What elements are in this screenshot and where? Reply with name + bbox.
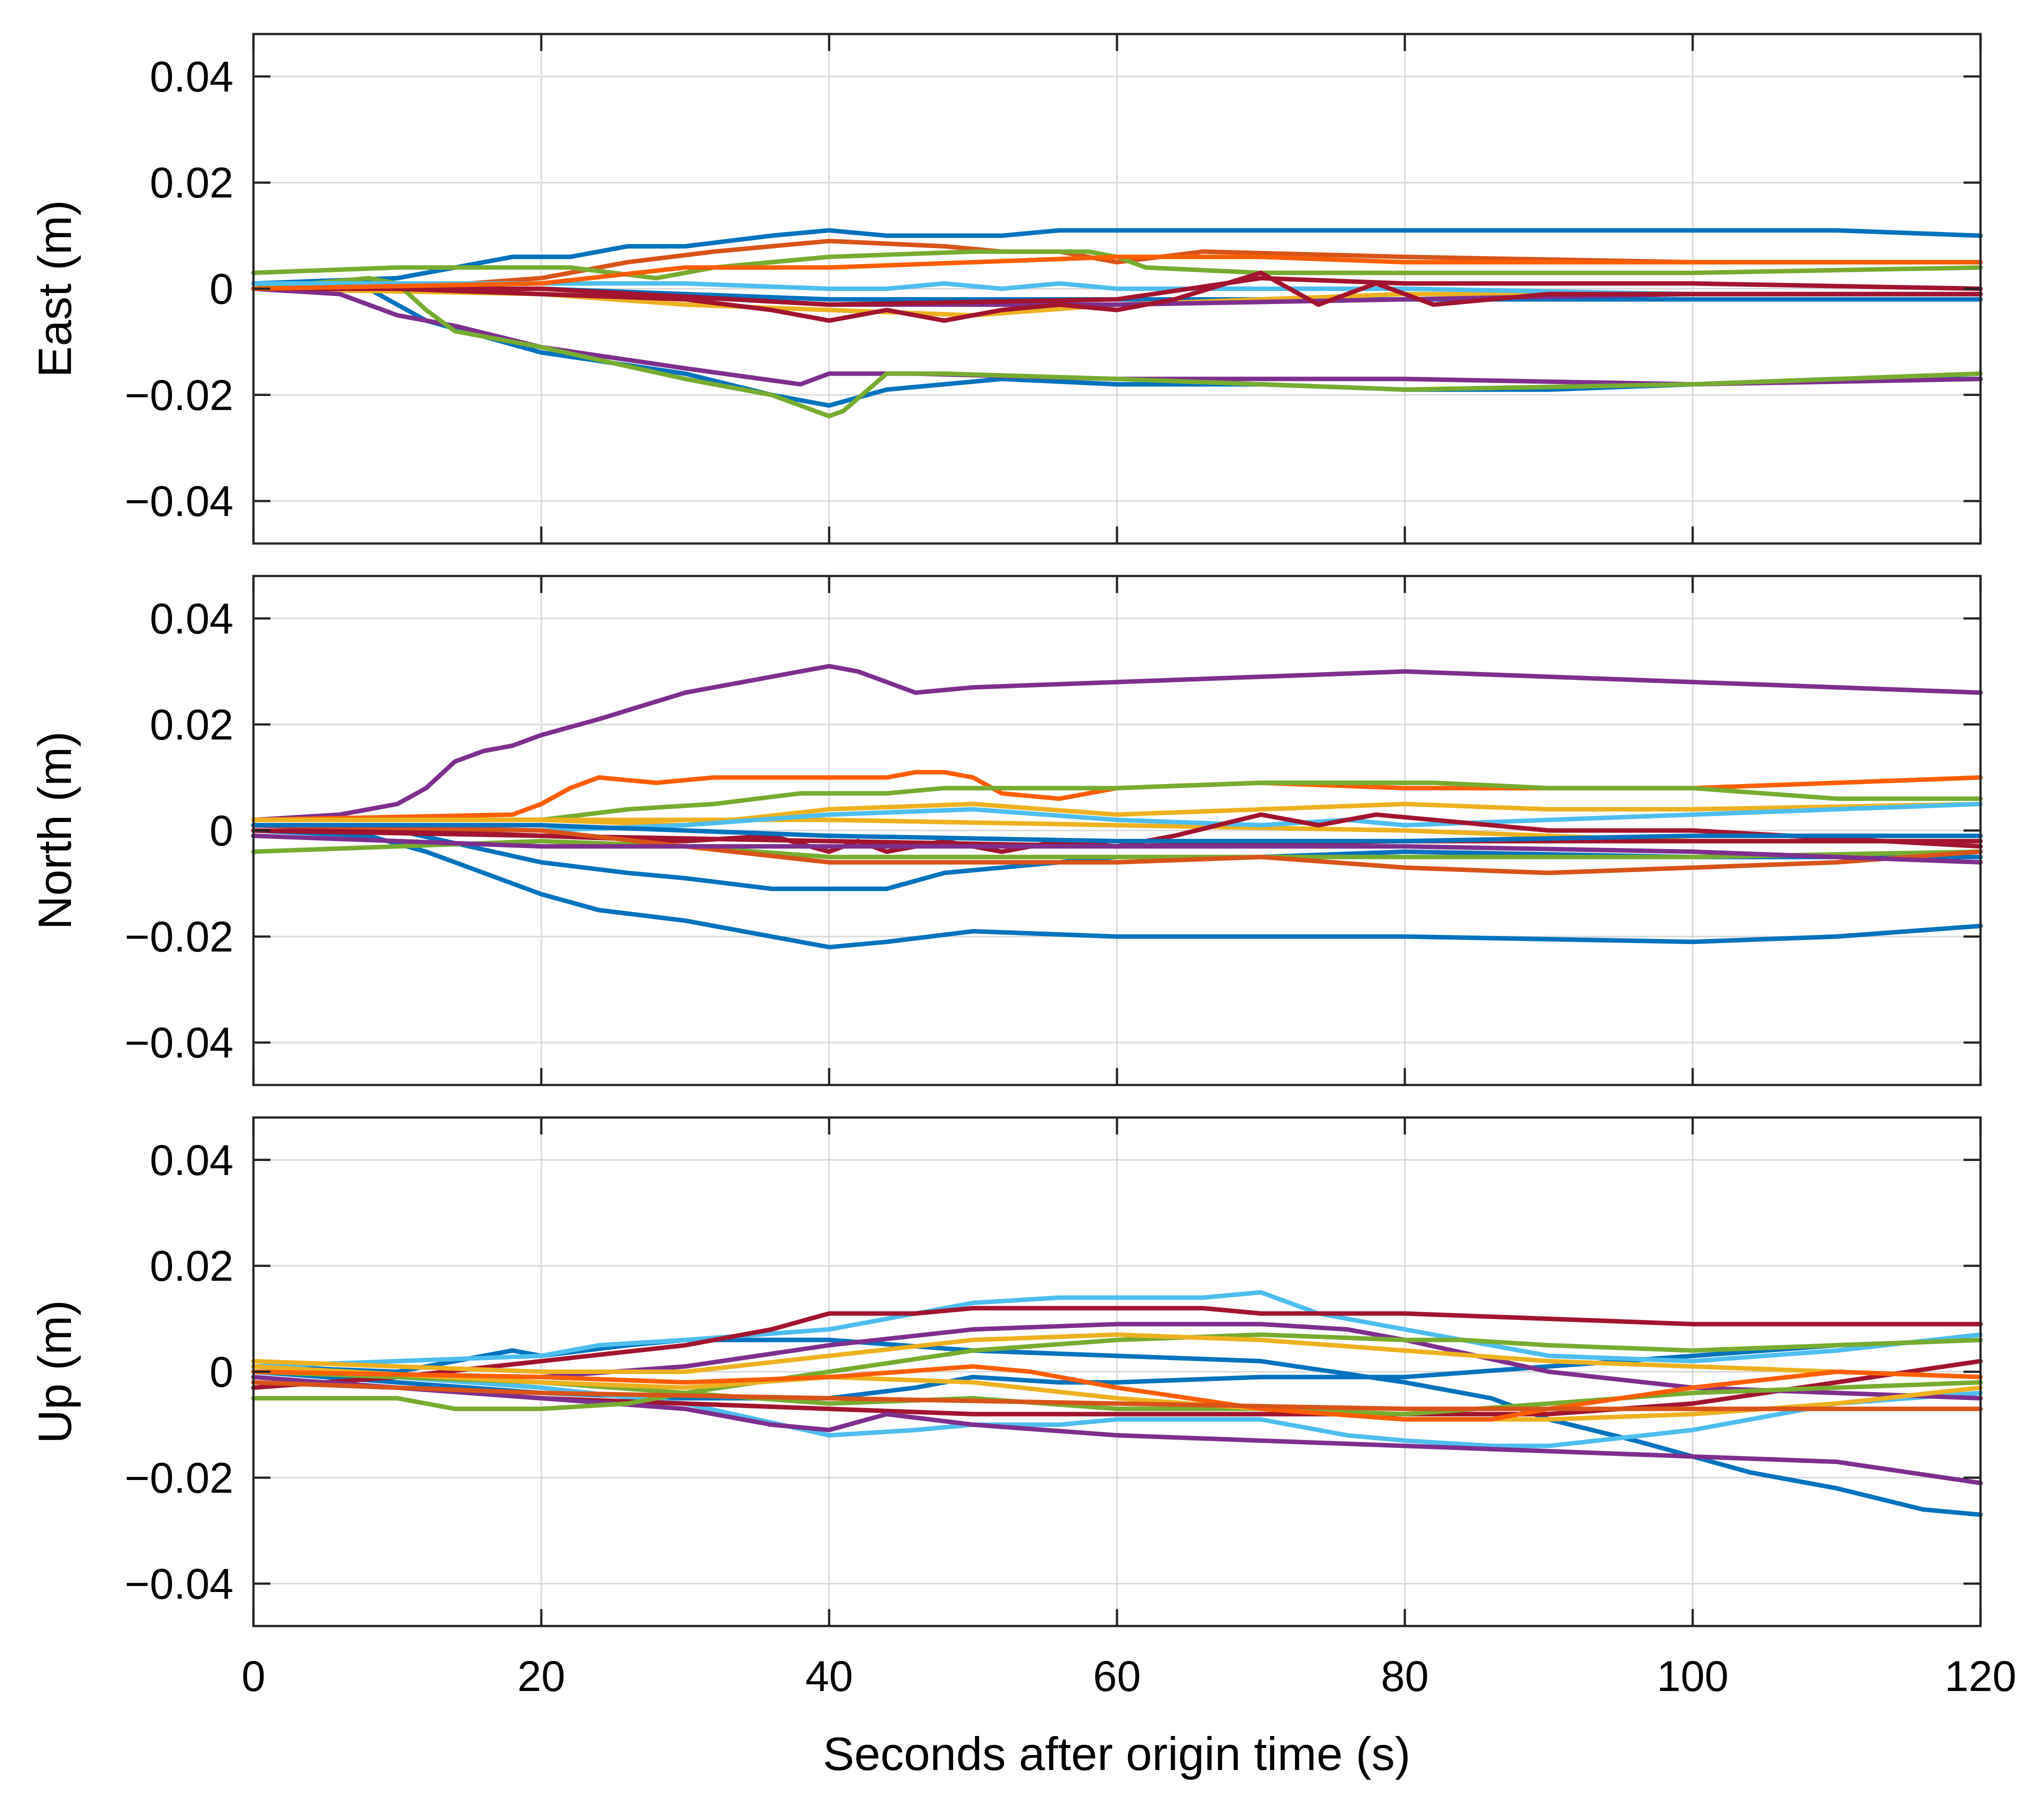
x-tick-label: 40 (805, 1652, 853, 1700)
panel-3: −0.04 −0.02 0 0.02 0.04 Up (m) 0 20 40 60 80 100 120 (28, 1116, 2017, 1700)
y-axis-label: East (m) (28, 200, 81, 378)
y-tick-label: −0.04 (124, 1019, 233, 1067)
x-axis-label: Seconds after origin time (s) (823, 1728, 1410, 1780)
series-line-1 (251, 228, 1983, 286)
panel-2: −0.04 −0.02 0 0.02 0.04 North (m) (28, 574, 1983, 1086)
y-axis-label: North (m) (28, 732, 81, 930)
series-line-10 (251, 281, 1983, 296)
series-line-13 (251, 834, 1983, 865)
x-tick-label: 120 (1945, 1652, 2017, 1700)
y-tick-label: 0 (209, 807, 233, 855)
series-line-11 (251, 270, 1983, 323)
y-tick-label: −0.02 (124, 1454, 233, 1502)
x-tick-label: 20 (517, 1652, 565, 1700)
series-line-7 (251, 802, 1983, 828)
y-tick-label: −0.02 (124, 372, 233, 420)
x-tick-label: 80 (1381, 1652, 1429, 1700)
y-tick-label: −0.02 (124, 913, 233, 961)
y-tick-label: 0.02 (150, 1242, 233, 1290)
series-line-11 (251, 1332, 1983, 1380)
series-line-12 (251, 822, 1983, 876)
y-tick-label: 0.04 (150, 595, 233, 643)
y-tick-label: 0.02 (150, 159, 233, 207)
series-line-12 (251, 276, 1983, 307)
y-tick-label: −0.04 (124, 1560, 233, 1608)
y-tick-label: 0.04 (150, 53, 233, 101)
series-line-5 (251, 1306, 1983, 1390)
series-line-9 (251, 276, 1983, 418)
panels: −0.04 −0.02 0 0.02 0.04 East (m) −0.04 −0.02 0 0.… (28, 32, 2017, 1700)
x-tick-label: 100 (1657, 1652, 1729, 1700)
series-line-7 (251, 1374, 1983, 1486)
y-tick-label: 0 (209, 1348, 233, 1396)
y-tick-label: 0.04 (150, 1136, 233, 1184)
series-line-14 (251, 1380, 1983, 1412)
series-line-14 (251, 822, 1983, 844)
series-line-5 (251, 780, 1983, 822)
y-tick-label: 0.02 (150, 701, 233, 749)
x-tick-label: 60 (1093, 1652, 1141, 1700)
y-tick-label: 0 (209, 266, 233, 314)
series-line-2 (251, 828, 1983, 950)
y-tick-label: −0.04 (124, 478, 233, 526)
x-tick-label: 0 (241, 1652, 265, 1700)
series-line-8 (251, 249, 1983, 280)
series-line-4 (251, 1290, 1983, 1369)
series-line-1 (251, 664, 1983, 822)
series-line-13 (251, 254, 1983, 291)
series-line-6 (251, 286, 1983, 387)
series-line-9 (251, 802, 1983, 833)
series-line-3 (251, 822, 1983, 892)
series-line-4 (251, 238, 1983, 291)
y-axis-label: Up (m) (28, 1300, 81, 1444)
series-line-9 (251, 1332, 1983, 1412)
panel-1: −0.04 −0.02 0 0.02 0.04 East (m) (28, 32, 1983, 545)
series-line-10 (251, 1370, 1983, 1416)
series-line-13 (251, 1364, 1983, 1422)
